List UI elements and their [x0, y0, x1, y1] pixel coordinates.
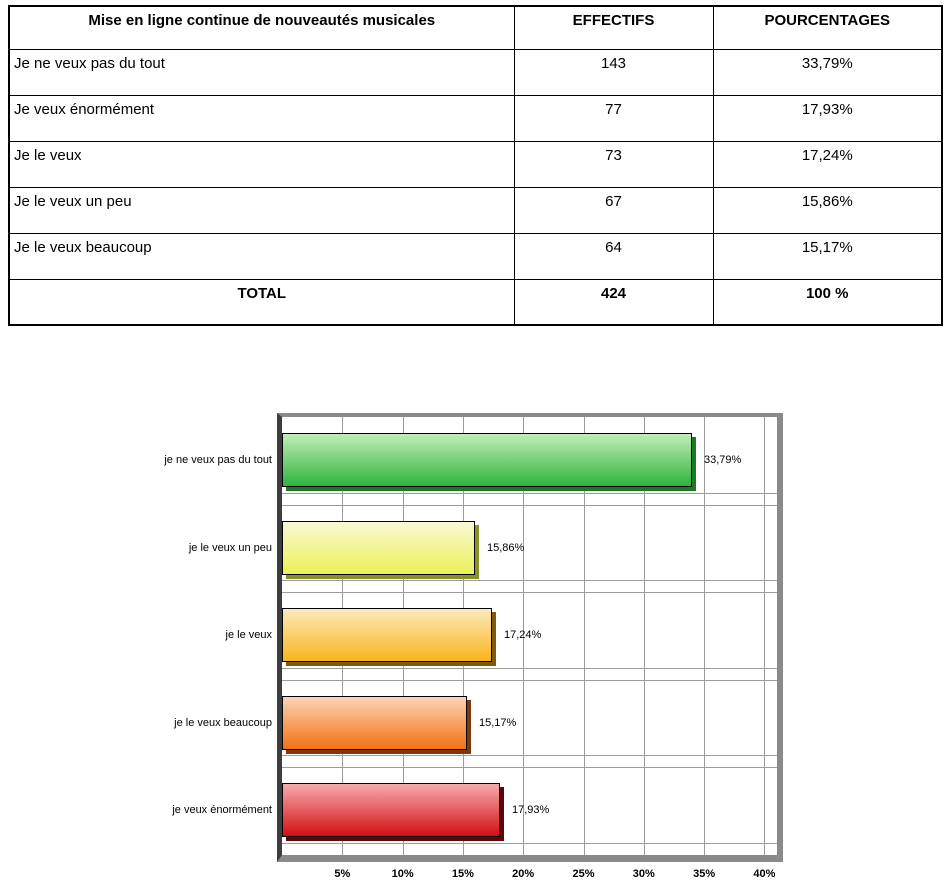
table-row: Je le veux 73 17,24%	[8, 140, 943, 188]
row-effectif: 73	[513, 140, 714, 188]
row-pourcentage: 15,86%	[712, 186, 943, 234]
header-question: Mise en ligne continue de nouveautés mus…	[8, 5, 515, 50]
gridline-horizontal	[282, 767, 777, 768]
bar-value-label: 15,86%	[487, 542, 525, 554]
gridline-vertical	[523, 417, 524, 855]
gridline-horizontal	[282, 505, 777, 506]
gridline-vertical	[584, 417, 585, 855]
row-effectif: 77	[513, 94, 714, 142]
row-label: Je le veux	[8, 140, 515, 188]
total-label: TOTAL	[8, 278, 515, 326]
row-effectif: 67	[513, 186, 714, 234]
gridline-horizontal	[282, 592, 777, 593]
row-pourcentage: 17,93%	[712, 94, 943, 142]
bar-4	[282, 696, 467, 750]
gridline-vertical	[704, 417, 705, 855]
category-label: je ne veux pas du tout	[164, 454, 272, 466]
table-row: Je ne veux pas du tout 143 33,79%	[8, 48, 943, 96]
gridline-horizontal	[282, 843, 777, 844]
x-axis-tick-label: 20%	[512, 868, 535, 880]
x-axis-tick-label: 15%	[451, 868, 474, 880]
row-pourcentage: 15,17%	[712, 232, 943, 280]
x-axis-tick-label: 40%	[753, 868, 776, 880]
row-effectif: 64	[513, 232, 714, 280]
x-axis-tick-label: 5%	[334, 868, 351, 880]
table-row: Je le veux beaucoup 64 15,17%	[8, 232, 943, 280]
bar-value-label: 33,79%	[704, 454, 742, 466]
gridline-horizontal	[282, 493, 777, 494]
x-axis-tick-label: 25%	[572, 868, 595, 880]
row-label: Je le veux beaucoup	[8, 232, 515, 280]
gridline-horizontal	[282, 580, 777, 581]
header-effectifs: EFFECTIFS	[513, 5, 714, 50]
bar-1	[282, 433, 692, 487]
category-label: je le veux	[225, 629, 272, 641]
results-table: Mise en ligne continue de nouveautés mus…	[8, 5, 943, 326]
gridline-horizontal	[282, 680, 777, 681]
x-axis-tick-label: 35%	[693, 868, 716, 880]
table-total-row: TOTAL 424 100 %	[8, 278, 943, 326]
row-label: Je le veux un peu	[8, 186, 515, 234]
header-pourcentages: POURCENTAGES	[712, 5, 943, 50]
category-label: je le veux un peu	[188, 542, 272, 554]
gridline-vertical	[764, 417, 765, 855]
x-axis-tick-label: 10%	[391, 868, 414, 880]
row-pourcentage: 33,79%	[712, 48, 943, 96]
results-table-body: Je ne veux pas du tout 143 33,79% Je veux é…	[8, 48, 943, 280]
x-axis-tick-label: 30%	[632, 868, 655, 880]
bar-2	[282, 521, 475, 575]
bar-3	[282, 608, 492, 662]
gridline-horizontal	[282, 668, 777, 669]
gridline-vertical	[644, 417, 645, 855]
table-header-row: Mise en ligne continue de nouveautés mus…	[8, 5, 943, 50]
row-label: Je veux énormément	[8, 94, 515, 142]
category-label: je le veux beaucoup	[174, 717, 272, 729]
plot-area: 33,79% 15,86% 17,24% 15,17% 17,93%	[277, 413, 783, 862]
row-label: Je ne veux pas du tout	[8, 48, 515, 96]
bar-value-label: 15,17%	[479, 717, 517, 729]
category-label: je veux énormément	[172, 804, 272, 816]
bar-value-label: 17,93%	[512, 804, 550, 816]
bar-5	[282, 783, 500, 837]
row-pourcentage: 17,24%	[712, 140, 943, 188]
total-effectif: 424	[513, 278, 714, 326]
row-effectif: 143	[513, 48, 714, 96]
gridline-horizontal	[282, 755, 777, 756]
table-row: Je veux énormément 77 17,93%	[8, 94, 943, 142]
total-pourcentage: 100 %	[712, 278, 943, 326]
bar-value-label: 17,24%	[504, 629, 542, 641]
table-row: Je le veux un peu 67 15,86%	[8, 186, 943, 234]
